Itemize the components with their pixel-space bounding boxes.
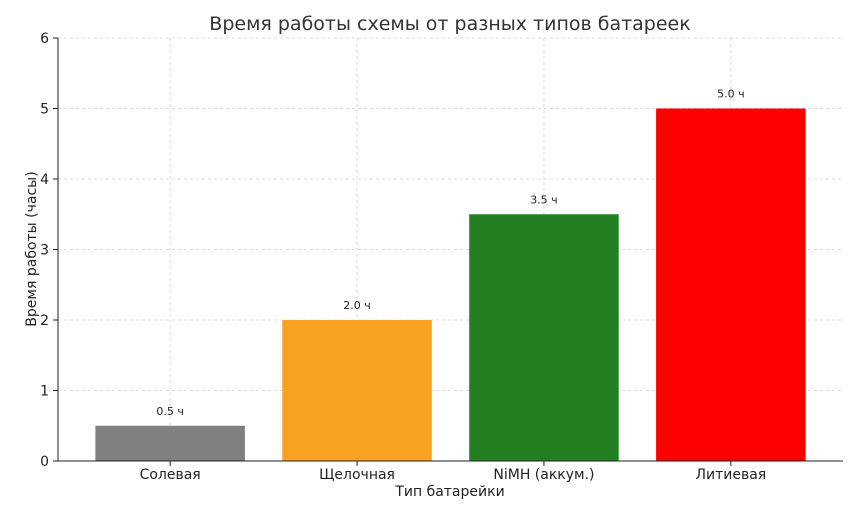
x-tick-label: NiMH (аккум.) [493, 467, 594, 483]
x-tick-label: Литиевая [695, 467, 766, 483]
data-label: 5.0 ч [717, 88, 745, 101]
data-label: 3.5 ч [530, 193, 558, 206]
y-tick-label: 3 [40, 243, 49, 259]
bar [282, 320, 432, 461]
y-tick-label: 0 [40, 454, 49, 470]
y-tick-label: 5 [40, 102, 49, 118]
bar [95, 425, 245, 461]
bars-layer [95, 108, 806, 461]
data-label: 2.0 ч [343, 299, 371, 312]
data-label: 0.5 ч [156, 405, 184, 418]
y-tick-label: 2 [40, 313, 49, 329]
y-tick-label: 1 [40, 384, 49, 400]
y-tick-label: 6 [40, 31, 49, 47]
axes-layer [53, 37, 843, 466]
x-tick-label: Солевая [140, 467, 201, 483]
chart-title: Время работы схемы от разных типов батар… [209, 13, 690, 35]
x-tick-label: Щелочная [319, 467, 395, 483]
bar [469, 214, 619, 461]
y-axis-label: Время работы (часы) [24, 171, 40, 326]
bar [656, 108, 806, 461]
x-axis-label: Тип батарейки [394, 484, 504, 500]
labels-layer: 0 1 2 3 4 5 6 Солевая 0.5 ч Щелочная 2.0 ч NiMH (ак… [40, 31, 766, 483]
y-tick-label: 4 [40, 172, 49, 188]
